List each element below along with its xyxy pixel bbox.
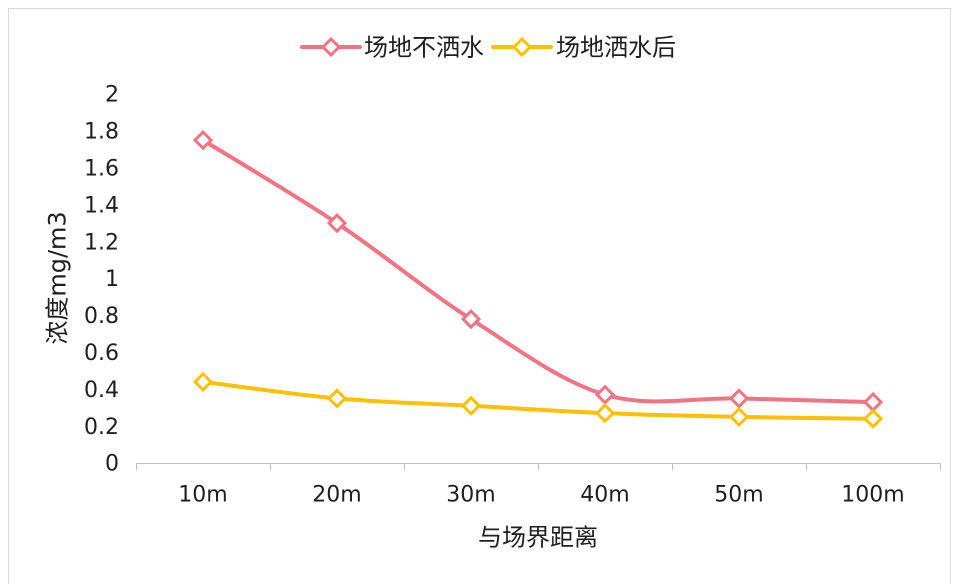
- x-tick-label: 10m: [178, 483, 227, 508]
- y-tick-label: 2: [105, 83, 119, 108]
- chart-border: [8, 8, 951, 584]
- diamond-marker-icon: [511, 36, 533, 58]
- x-tick-label: 100m: [841, 483, 904, 508]
- data-point-marker: [594, 403, 616, 424]
- data-point-marker: [594, 384, 616, 405]
- data-point-marker: [192, 130, 214, 151]
- data-point-marker: [192, 371, 214, 392]
- y-tick-label: 1.4: [84, 193, 119, 218]
- series-line-2: [201, 379, 875, 421]
- x-axis: 10m 20m 30m 40m 50m 100m: [136, 463, 941, 508]
- y-tick-label: 0.8: [84, 304, 119, 329]
- x-tick-label: 50m: [714, 483, 763, 508]
- y-tick-labels: 0 0.2 0.4 0.6 0.8 1 1.2 1.4 1.6 1.8 2: [84, 83, 119, 477]
- y-axis-title: 浓度mg/m3: [43, 211, 71, 344]
- legend-item-series-2: 场地洒水后: [491, 33, 676, 61]
- x-tick-label: 40m: [580, 483, 629, 508]
- y-tick-label: 0.2: [84, 415, 119, 440]
- y-tick-label: 1.8: [84, 120, 119, 145]
- legend-item-series-1: 场地不洒水: [300, 33, 484, 61]
- data-point-marker: [460, 308, 482, 330]
- y-tick-label: 0: [105, 452, 119, 477]
- data-point-marker: [460, 395, 482, 416]
- data-point-marker: [728, 406, 750, 427]
- x-axis-title: 与场界距离: [478, 523, 598, 551]
- legend: 场地不洒水 场地洒水后: [300, 33, 676, 61]
- y-tick-label: 0.6: [84, 341, 119, 366]
- x-tick-label: 30m: [446, 483, 495, 508]
- y-tick-label: 1: [105, 267, 119, 292]
- y-tick-label: 1.6: [84, 157, 119, 182]
- y-tick-label: 0.4: [84, 378, 119, 403]
- legend-label: 场地洒水后: [556, 33, 676, 61]
- data-point-marker: [326, 213, 348, 234]
- data-point-marker: [862, 408, 884, 429]
- data-point-marker: [728, 388, 750, 409]
- plot-area: [192, 130, 884, 429]
- legend-label: 场地不洒水: [364, 33, 484, 61]
- y-tick-label: 1.2: [84, 230, 119, 255]
- diamond-marker-icon: [320, 36, 342, 58]
- x-tick-label: 20m: [312, 483, 361, 508]
- data-point-marker: [326, 388, 348, 409]
